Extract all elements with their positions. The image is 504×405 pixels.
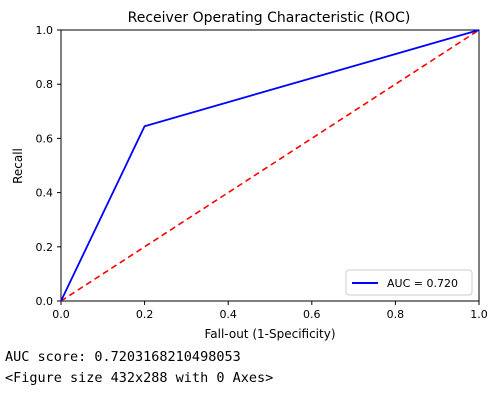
- x-tick-label: 0.8: [387, 308, 405, 321]
- legend: AUC = 0.720: [345, 269, 473, 296]
- x-tick-label: 0.2: [136, 308, 154, 321]
- y-tick-label: 0.8: [36, 78, 54, 91]
- y-tick-label: 0.6: [36, 132, 54, 145]
- chance-diagonal-line: [60, 29, 480, 302]
- roc-curve-line: [60, 29, 480, 302]
- x-tick-label: 0.6: [303, 308, 321, 321]
- x-tick-label: 0.0: [52, 308, 70, 321]
- x-tick-label: 0.4: [219, 308, 237, 321]
- chart-title: Receiver Operating Characteristic (ROC): [128, 10, 411, 26]
- y-axis-label: Recall: [11, 148, 25, 184]
- auc-score-output: AUC score: 0.7203168210498053: [5, 349, 241, 365]
- x-tick-label: 1.0: [470, 308, 488, 321]
- roc-chart: Receiver Operating Characteristic (ROC) …: [11, 10, 488, 341]
- figure-size-output: <Figure size 432x288 with 0 Axes>: [5, 370, 274, 386]
- legend-box: [345, 269, 473, 296]
- x-axis-label: Fall-out (1-Specificity): [204, 327, 335, 341]
- y-tick-label: 0.0: [36, 295, 54, 308]
- y-tick-label: 1.0: [36, 24, 54, 37]
- y-tick-label: 0.4: [36, 187, 54, 200]
- y-tick-label: 0.2: [36, 241, 54, 254]
- legend-label: AUC = 0.720: [387, 277, 458, 290]
